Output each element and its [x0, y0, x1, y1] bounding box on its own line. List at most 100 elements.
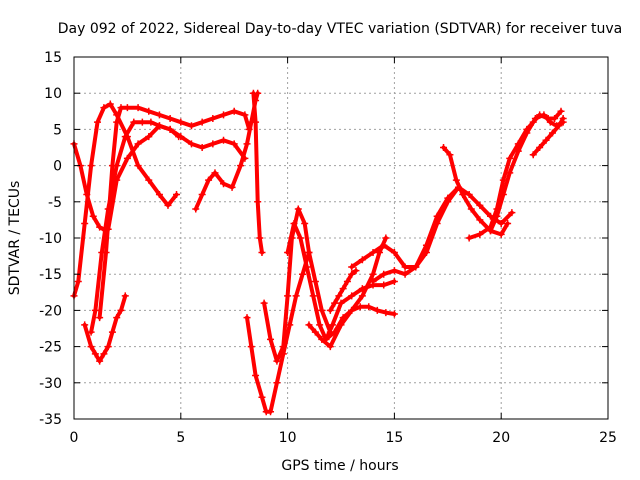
data-point: [123, 104, 131, 112]
data-point: [301, 220, 309, 228]
data-point: [487, 227, 495, 235]
data-point: [440, 144, 448, 151]
data-point: [121, 133, 129, 141]
data-point: [290, 220, 298, 228]
data-point: [382, 234, 390, 242]
data-point: [506, 154, 514, 162]
data-point: [209, 140, 217, 148]
data-point: [318, 306, 326, 314]
data-point: [369, 248, 377, 256]
data-point: [258, 393, 266, 401]
data-point: [542, 136, 550, 144]
data-point: [192, 205, 200, 213]
data-point: [328, 321, 336, 329]
data-point: [551, 115, 559, 123]
data-point: [390, 267, 398, 275]
x-tick-label: 5: [176, 430, 185, 446]
data-point: [316, 321, 324, 329]
data-point: [506, 169, 514, 177]
data-point: [390, 277, 398, 285]
data-point: [348, 306, 356, 314]
data-point: [205, 176, 213, 184]
y-tick-label: -5: [48, 195, 62, 211]
data-point: [296, 234, 304, 242]
data-point: [559, 115, 567, 123]
data-point: [130, 118, 138, 126]
data-point: [211, 169, 219, 177]
data-point: [467, 205, 475, 213]
data-point: [358, 256, 366, 264]
data-point: [96, 223, 104, 231]
data-point: [508, 209, 516, 217]
data-point: [117, 306, 125, 314]
data-point: [294, 205, 302, 213]
data-point: [446, 151, 454, 159]
data-point: [166, 115, 174, 123]
data-point: [121, 292, 129, 300]
data-point: [382, 309, 390, 317]
data-point: [476, 201, 484, 209]
series-arc-c: [81, 292, 129, 365]
series-line: [349, 185, 461, 269]
series-arc-h: [243, 248, 313, 416]
data-point: [134, 162, 142, 170]
data-point: [91, 306, 99, 314]
data-point: [365, 303, 373, 311]
data-point: [98, 248, 106, 256]
data-point: [390, 310, 398, 318]
data-point: [465, 191, 473, 199]
x-tick-label: 20: [492, 430, 510, 446]
data-point: [96, 314, 104, 322]
data-point: [256, 234, 264, 242]
data-point: [220, 136, 228, 144]
series-line: [467, 109, 563, 240]
data-point: [348, 263, 356, 271]
data-point: [267, 335, 275, 343]
data-point: [187, 122, 195, 130]
data-point: [243, 314, 251, 322]
data-point: [548, 129, 556, 137]
data-point: [177, 133, 185, 141]
y-tick-label: 0: [53, 159, 62, 175]
data-point: [380, 281, 388, 289]
data-point: [108, 328, 116, 336]
x-tick-label: 0: [70, 430, 79, 446]
chart-title: Day 092 of 2022, Sidereal Day-to-day VTE…: [58, 21, 622, 37]
data-point: [96, 357, 104, 365]
x-tick-label: 10: [279, 430, 297, 446]
data-point: [337, 299, 345, 307]
data-point: [369, 270, 377, 278]
data-point: [145, 107, 153, 115]
y-tick-label: -10: [39, 231, 62, 247]
data-point: [260, 299, 268, 307]
data-point: [390, 248, 398, 256]
data-point: [331, 299, 339, 307]
data-point: [348, 270, 356, 278]
data-point: [380, 270, 388, 278]
data-point: [497, 230, 505, 238]
data-point: [113, 118, 121, 126]
data-point: [504, 220, 512, 228]
series-arc-e: [87, 118, 249, 336]
data-point: [123, 154, 131, 162]
data-point: [100, 104, 108, 112]
data-point: [452, 176, 460, 184]
data-point: [237, 162, 245, 170]
data-point: [113, 314, 121, 322]
y-axis-label: SDTVAR / TECUs: [7, 181, 23, 296]
data-point: [476, 216, 484, 224]
data-point: [523, 129, 531, 137]
data-point: [339, 314, 347, 322]
data-point: [93, 118, 101, 126]
data-point: [249, 89, 257, 97]
data-point: [267, 408, 275, 416]
y-tick-label: 5: [53, 122, 62, 138]
data-series: [70, 89, 567, 416]
data-point: [422, 241, 430, 249]
y-tick-label: 15: [44, 50, 62, 66]
data-point: [499, 191, 507, 199]
y-tick-label: -25: [39, 340, 62, 356]
data-point: [352, 267, 360, 275]
data-point: [531, 115, 539, 123]
